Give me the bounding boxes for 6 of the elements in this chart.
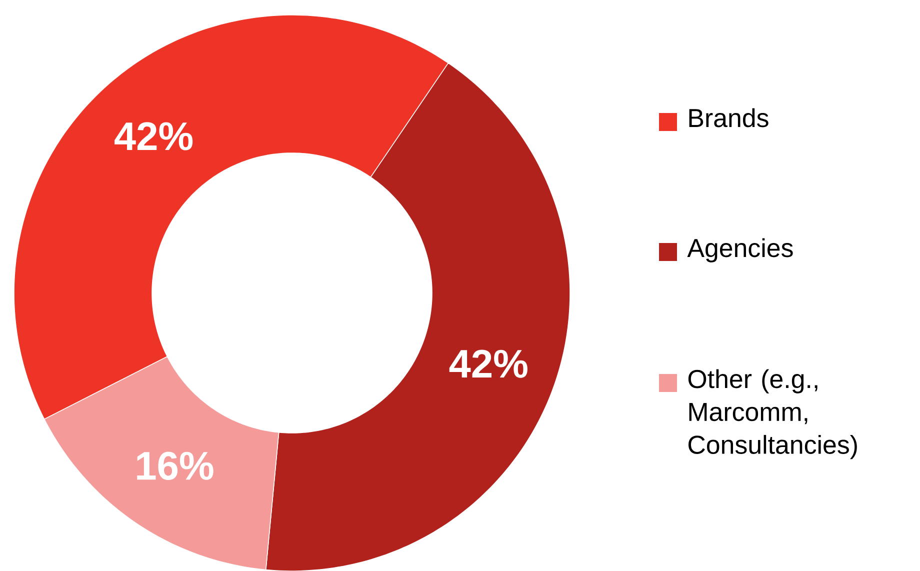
legend-label: Brands [689,108,768,128]
legend-label: Other (e.g., Marcomm, Consultancies) [688,369,857,459]
data-label: 42% [114,122,193,150]
data-label: 42% [449,350,528,378]
legend-label: Agencies [687,238,793,262]
data-label: 16% [137,452,214,480]
